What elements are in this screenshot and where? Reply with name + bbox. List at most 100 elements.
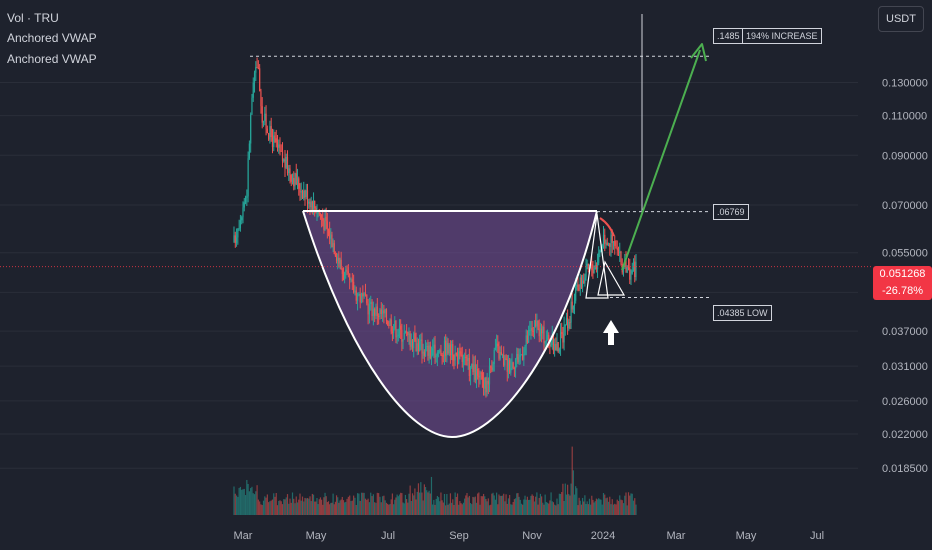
candle-body: [332, 243, 334, 248]
candle-body: [411, 340, 414, 349]
volume-bar: [617, 501, 620, 515]
candle-body: [402, 339, 404, 342]
volume-bar: [569, 495, 571, 515]
candle-body: [462, 357, 465, 363]
candle-body: [449, 344, 452, 356]
candle-body: [286, 156, 289, 174]
candle-body: [461, 354, 463, 363]
candle-body: [578, 288, 580, 290]
candle-body: [381, 310, 384, 314]
candle-body: [238, 228, 240, 230]
volume-bar: [575, 486, 577, 515]
volume-bar: [346, 498, 348, 515]
volume-bar: [309, 496, 311, 515]
volume-bar: [256, 485, 258, 515]
candle-body: [592, 269, 594, 273]
volume-bar: [381, 496, 384, 515]
candle-body: [355, 290, 357, 301]
volume-bar: [264, 496, 266, 515]
volume-bar: [403, 503, 405, 515]
candle-body: [235, 237, 238, 243]
candle-body: [563, 325, 565, 343]
y-tick-label: 0.055000: [882, 248, 928, 260]
volume-bar: [242, 489, 244, 515]
low-price-label: .04385 LOW: [713, 305, 772, 321]
candle-body: [390, 319, 392, 332]
volume-bar: [271, 499, 274, 515]
y-tick-label: 0.090000: [882, 150, 928, 162]
volume-bar: [241, 489, 243, 515]
candle-body: [289, 168, 291, 176]
volume-bar: [400, 492, 402, 515]
volume-bar: [257, 499, 259, 515]
candle-body: [395, 320, 397, 338]
volume-bar: [312, 494, 315, 515]
volume-bar: [590, 504, 592, 515]
candle-body: [436, 352, 438, 356]
volume-bar: [397, 496, 399, 515]
candle-body: [400, 325, 402, 330]
candle-body: [451, 344, 453, 356]
volume-bar: [329, 504, 331, 515]
candle-body: [429, 345, 431, 359]
volume-bar: [573, 494, 576, 515]
candle-body: [535, 320, 537, 327]
vwap-indicator-label[interactable]: Anchored VWAP: [7, 31, 97, 45]
candle-body: [280, 150, 282, 152]
candle-body: [339, 259, 341, 264]
volume-bar: [290, 502, 292, 515]
candle-body: [255, 67, 257, 73]
candle-body: [426, 345, 428, 347]
candle-body: [446, 342, 448, 356]
candle-body: [432, 348, 434, 356]
candle-body: [435, 355, 437, 357]
volume-bar: [296, 502, 299, 515]
candle-body: [543, 326, 545, 344]
rim-price-label: .06769: [713, 204, 749, 220]
candle-body: [367, 303, 369, 315]
volume-bar: [572, 470, 574, 515]
vwap-indicator-label[interactable]: Anchored VWAP: [7, 52, 97, 66]
volume-bar: [367, 498, 369, 515]
candle-body: [561, 332, 563, 334]
volume-bar: [384, 500, 386, 515]
candle-body: [269, 126, 271, 140]
candle-body: [533, 320, 536, 332]
volume-bar: [265, 497, 267, 515]
volume-bar: [479, 504, 481, 515]
candle-body: [310, 201, 312, 208]
candle-body: [358, 294, 360, 296]
candle-body: [305, 190, 307, 198]
candle-body: [256, 67, 258, 69]
volume-bar: [583, 501, 585, 515]
candle-body: [537, 320, 539, 329]
volume-indicator-label[interactable]: Vol · TRU: [7, 11, 59, 25]
red-curve: [599, 217, 615, 237]
volume-bar: [314, 501, 316, 515]
candle-body: [630, 273, 632, 280]
candle-body: [409, 333, 411, 347]
volume-bar: [546, 502, 549, 515]
candle-body: [617, 250, 620, 253]
handle-triangle: [585, 213, 609, 299]
candle-body: [424, 346, 427, 357]
candle-body: [312, 200, 315, 212]
candle-body: [250, 114, 252, 144]
volume-bar: [465, 495, 467, 515]
volume-bar: [559, 493, 562, 515]
volume-bar: [556, 498, 558, 515]
volume-bar: [355, 504, 357, 515]
volume-bar: [233, 486, 235, 515]
volume-bar: [318, 499, 320, 515]
volume-bar: [570, 483, 572, 515]
volume-bar: [427, 492, 429, 515]
volume-bar: [317, 504, 319, 515]
candle-body: [420, 339, 422, 342]
candle-body: [599, 250, 601, 254]
volume-bar: [481, 496, 483, 515]
volume-bar: [401, 493, 403, 515]
volume-bar: [580, 504, 583, 515]
volume-bar: [299, 493, 301, 515]
currency-button[interactable]: USDT: [878, 6, 924, 32]
